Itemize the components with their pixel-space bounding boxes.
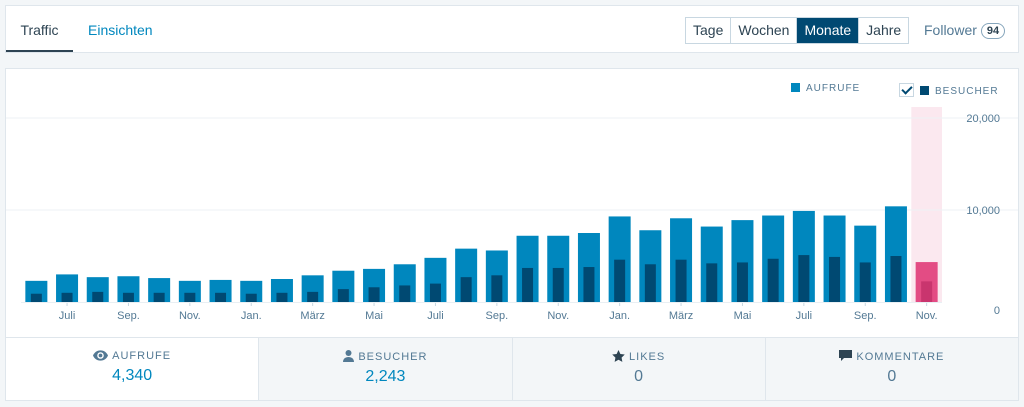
stat-comments-label-text: KOMMENTARE <box>856 351 945 363</box>
visitors-bar[interactable] <box>276 292 288 302</box>
visitors-bar[interactable] <box>92 291 104 302</box>
stats-nav-bar: Traffic Einsichten Tage Wochen Monate Ja… <box>5 5 1019 53</box>
legend-visitors: BESUCHER <box>899 83 999 97</box>
visitors-bar[interactable] <box>122 292 134 302</box>
stat-comments-label: KOMMENTARE <box>766 350 1018 363</box>
legend-visitors-checkbox[interactable] <box>899 83 914 97</box>
person-icon <box>343 350 355 362</box>
visitors-bar[interactable] <box>583 267 595 302</box>
visitors-bar[interactable] <box>921 281 933 302</box>
y-tick-label: 0 <box>994 305 1000 317</box>
x-tick-label: Sep. <box>117 310 140 322</box>
stat-tab-likes[interactable]: LIKES 0 <box>511 338 765 400</box>
visitors-bar[interactable] <box>767 258 779 302</box>
x-tick-label: Nov. <box>916 310 938 322</box>
x-tick-label: März <box>669 310 693 322</box>
x-tick-label: Nov. <box>547 310 569 322</box>
y-tick-label: 10,000 <box>966 205 1000 217</box>
visitors-bar[interactable] <box>399 285 411 302</box>
y-tick-label: 20,000 <box>966 113 1000 125</box>
stat-likes-label-text: LIKES <box>629 351 666 363</box>
stat-visitors-label-text: BESUCHER <box>358 351 428 363</box>
visitors-bar[interactable] <box>552 267 564 302</box>
visitors-bar[interactable] <box>890 256 902 302</box>
x-tick-label: Mai <box>365 310 383 322</box>
star-icon <box>612 350 625 362</box>
visitors-bar[interactable] <box>829 256 841 302</box>
period-days-button[interactable]: Tage <box>686 18 732 43</box>
visitors-bar[interactable] <box>675 259 687 302</box>
stat-tab-visitors[interactable]: BESUCHER 2,243 <box>258 338 512 400</box>
legend-views-swatch <box>791 83 800 92</box>
x-tick-label: Jan. <box>241 310 262 322</box>
visitors-bar[interactable] <box>460 277 472 302</box>
visitors-bar[interactable] <box>368 287 380 302</box>
visitors-bar[interactable] <box>798 255 810 302</box>
follower-count-badge: 94 <box>980 23 1006 39</box>
legend-views-label: AUFRUFE <box>806 83 861 94</box>
stat-likes-value: 0 <box>634 368 644 385</box>
comment-icon <box>839 350 853 361</box>
visitors-bar[interactable] <box>706 263 718 302</box>
period-selector: Tage Wochen Monate Jahre <box>685 17 910 44</box>
visitors-bar[interactable] <box>215 292 227 302</box>
stat-tab-views[interactable]: AUFRUFE 4,340 <box>6 338 259 400</box>
period-years-button[interactable]: Jahre <box>866 22 902 38</box>
period-months-button[interactable]: Monate <box>797 18 860 43</box>
visitors-bar[interactable] <box>153 292 165 302</box>
visitors-bar[interactable] <box>30 293 42 302</box>
stat-comments-value: 0 <box>887 368 897 385</box>
visitors-bar[interactable] <box>245 293 257 302</box>
x-tick-label: Juli <box>427 310 444 322</box>
legend-views: AUFRUFE <box>791 83 860 94</box>
tab-insights[interactable]: Einsichten <box>88 22 153 38</box>
x-tick-label: Sep. <box>854 310 877 322</box>
x-tick-label: Nov. <box>179 310 201 322</box>
follower-label: Follower <box>924 22 977 38</box>
stat-visitors-label: BESUCHER <box>259 350 511 363</box>
stat-tab-comments[interactable]: KOMMENTARE 0 <box>764 338 1018 400</box>
x-tick-label: Jan. <box>609 310 630 322</box>
period-weeks-button[interactable]: Wochen <box>731 18 798 43</box>
eye-icon <box>93 350 109 361</box>
stat-views-label-text: AUFRUFE <box>112 350 172 362</box>
stat-views-value: 4,340 <box>112 367 153 384</box>
visitors-bar[interactable] <box>522 267 534 302</box>
stats-tabs: AUFRUFE 4,340 BESUCHER 2,243 LIKES 0 KOM… <box>6 337 1018 400</box>
legend-visitors-label: BESUCHER <box>935 86 999 97</box>
stat-views-label: AUFRUFE <box>6 350 258 362</box>
follower-link[interactable]: Follower 94 <box>924 22 1006 39</box>
x-tick-label: Juli <box>796 310 813 322</box>
stats-chart-card: 20,000 10,000 0 Juli Sep. Nov. Jan. März Mai Juli… <box>5 68 1019 401</box>
visitors-bar[interactable] <box>429 283 441 302</box>
visitors-bar[interactable] <box>184 292 196 302</box>
bar-chart: 20,000 10,000 0 Juli Sep. Nov. Jan. März Mai Juli… <box>6 107 1018 322</box>
x-tick-label: Sep. <box>486 310 509 322</box>
tab-traffic[interactable]: Traffic <box>6 6 73 52</box>
visitors-bar[interactable] <box>61 292 73 302</box>
x-tick-label: Juli <box>59 310 76 322</box>
visitors-bar[interactable] <box>859 262 871 302</box>
visitors-bar[interactable] <box>644 264 656 302</box>
visitors-bar[interactable] <box>736 262 748 302</box>
visitors-bar[interactable] <box>614 259 626 302</box>
visitors-bar[interactable] <box>337 289 349 302</box>
x-tick-label: Mai <box>734 310 752 322</box>
stat-likes-label: LIKES <box>513 350 765 363</box>
x-tick-label: März <box>300 310 324 322</box>
stat-visitors-value: 2,243 <box>365 368 406 385</box>
legend-visitors-swatch <box>920 86 929 95</box>
visitors-bar[interactable] <box>307 291 319 302</box>
visitors-bar[interactable] <box>491 275 503 302</box>
